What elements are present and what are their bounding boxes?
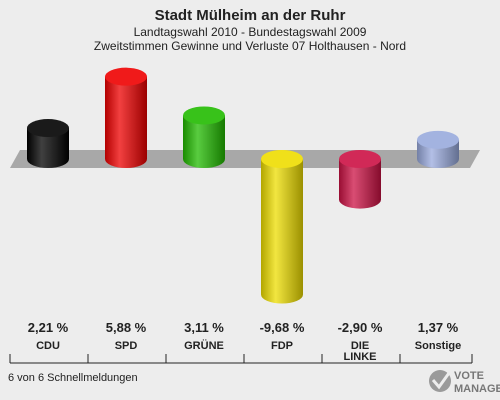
value-label-cdu: 2,21 % [28,320,69,335]
category-axis [9,354,473,364]
category-labels: CDU SPD GRÜNE FDP DIE LINKE Sonstige [36,339,461,363]
chart-title: Stadt Mülheim an der Ruhr [155,7,346,24]
vote-manager-logo: VOTE MANAGER [429,370,500,395]
category-label-sonstige: Sonstige [415,340,461,352]
logo-line-1: VOTE [454,370,484,382]
bar-cap-sonstige [417,130,459,149]
bar-body-cdu [27,128,69,168]
checkmark-icon [429,370,451,392]
baseline-band [10,150,480,168]
bar-cdu [27,119,69,168]
value-label-die-linke: -2,90 % [338,320,383,335]
value-label-gr-ne: 3,11 % [184,320,224,335]
category-label-gr-ne: GRÜNE [184,339,224,352]
bar-cap-cdu [27,119,69,138]
category-label-spd: SPD [115,340,138,352]
bar-body-die-linke [339,159,381,209]
logo-line-2: MANAGER [454,383,500,395]
bar-cap-die-linke [339,150,381,168]
bar-spd [105,67,147,168]
value-label-sonstige: 1,37 % [418,320,459,335]
bar-die-linke [339,150,381,209]
category-label-cdu: CDU [36,340,60,352]
bar-gr-ne [183,106,225,168]
bars [27,67,459,304]
value-label-spd: 5,88 % [106,320,147,335]
bar-cap-gr-ne [183,106,225,125]
status-text: 6 von 6 Schnellmeldungen [8,372,138,384]
bar-body-fdp [261,159,303,304]
category-label-die-linke: DIE LINKE [344,340,377,363]
chart-subtitle-2: Zweitstimmen Gewinne und Verluste 07 Hol… [94,39,406,53]
bar-body-gr-ne [183,115,225,168]
value-labels: 2,21 % 5,88 % 3,11 % -9,68 % -2,90 % 1,37 % [28,320,459,335]
bar-cap-spd [105,67,147,86]
category-label-fdp: FDP [271,340,293,352]
bar-fdp [261,150,303,304]
chart-subtitle-1: Landtagswahl 2010 - Bundestagswahl 2009 [134,25,367,39]
bar-cap-fdp [261,150,303,168]
bar-body-spd [105,76,147,168]
value-label-fdp: -9,68 % [260,320,305,335]
bar-sonstige [417,130,459,168]
